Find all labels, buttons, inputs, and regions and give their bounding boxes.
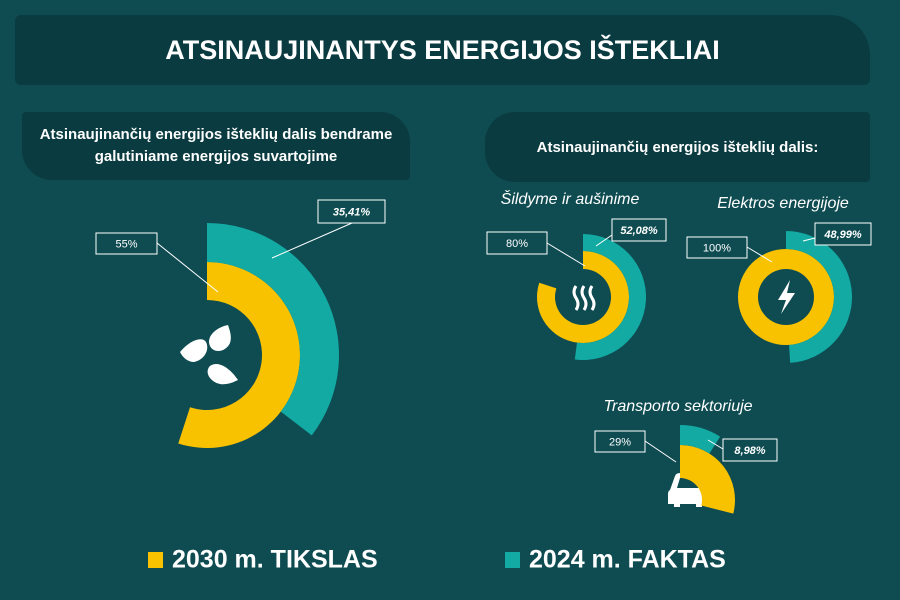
ring-arc: [738, 249, 834, 345]
value-label: 80%: [506, 238, 528, 250]
leader-line: [271, 222, 353, 259]
label-box: [686, 236, 748, 259]
bolt-icon: [778, 280, 795, 314]
label-box: [95, 232, 158, 255]
leader-line: [802, 237, 816, 242]
ring-arc: [680, 425, 721, 454]
legend-swatch: [505, 552, 520, 568]
value-label: 48,99%: [823, 229, 862, 241]
legend-label: 2024 m. FAKTAS: [529, 546, 726, 574]
drop-icon: [180, 339, 208, 362]
leader-line: [595, 234, 613, 247]
leader-line: [707, 439, 724, 450]
chart-title: Šildyme ir aušinime: [501, 189, 640, 208]
value-label: 29%: [609, 436, 631, 448]
chart-title: Transporto sektoriuje: [603, 398, 752, 415]
ring-arc: [574, 234, 646, 360]
legend-swatch: [148, 552, 163, 568]
value-label: 100%: [703, 242, 731, 254]
label-box: [594, 430, 646, 453]
label-box: [317, 199, 386, 224]
drop-icon: [208, 325, 231, 352]
label-box: [611, 218, 667, 242]
label-box: [722, 438, 778, 462]
ring-arc: [178, 262, 301, 449]
leader-line: [644, 440, 677, 463]
drop-icon: [207, 363, 238, 385]
page-title: ATSINAUJINANTYS ENERGIJOS IŠTEKLIAI: [15, 15, 870, 85]
leader-line: [546, 242, 586, 267]
heat-icon: [572, 285, 596, 311]
leader-line: [746, 246, 773, 263]
value-label: 52,08%: [620, 225, 658, 237]
value-label: 35,41%: [333, 206, 371, 218]
leader-line: [156, 242, 219, 293]
label-box: [486, 231, 548, 255]
ring-arc: [207, 223, 339, 436]
ring-arc: [537, 251, 629, 344]
panel-header: Atsinaujinančių energijos išteklių dalis…: [22, 112, 410, 180]
value-label: 8,98%: [734, 445, 765, 457]
chart-title: Elektros energijoje: [717, 195, 849, 212]
legend-label: 2030 m. TIKSLAS: [172, 546, 378, 574]
label-box: [814, 222, 872, 246]
panel-header: Atsinaujinančių energijos išteklių dalis…: [485, 112, 870, 182]
ring-arc: [680, 445, 735, 514]
ring-arc: [786, 231, 853, 363]
value-label: 55%: [115, 238, 137, 250]
chart-title: Atsinaujinančių energijos išteklių dalis…: [39, 126, 393, 165]
